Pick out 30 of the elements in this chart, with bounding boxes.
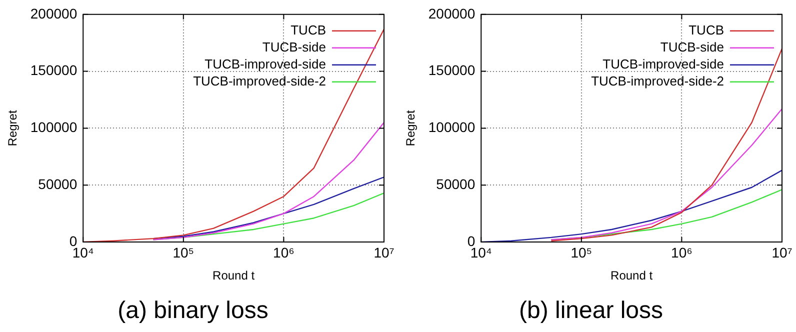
x-tick-label: 10⁶: [671, 244, 692, 260]
y-tick-label: 100000: [428, 119, 476, 136]
legend-label: TUCB-side: [262, 39, 326, 54]
y-tick-label: 50000: [38, 176, 78, 192]
legend-label: TUCB-improved-side: [602, 56, 724, 72]
y-tick-label: 200000: [30, 5, 78, 22]
y-tick-label: 0: [467, 232, 476, 249]
y-tick-label: 150000: [30, 62, 78, 78]
x-tick-label: 10⁶: [273, 244, 294, 260]
x-axis-title: Round t: [610, 268, 654, 282]
y-axis-title: Regret: [6, 110, 20, 146]
x-tick-label: 10⁷: [772, 244, 792, 260]
x-tick-label: 10⁵: [570, 244, 592, 260]
y-tick-label: 150000: [428, 62, 476, 78]
y-tick-label: 0: [69, 232, 78, 249]
x-tick-label: 10⁷: [374, 244, 394, 260]
text: (a) binary loss: [118, 297, 268, 324]
legend-label: TUCB-improved-side-2: [193, 73, 326, 88]
y-tick-label: 100000: [30, 119, 78, 136]
legend-label: TUCB-side: [660, 39, 724, 54]
text: (b) linear loss: [518, 297, 664, 324]
x-tick-label: 10⁵: [172, 244, 194, 260]
legend-label: TUCB-improved-side: [204, 56, 326, 72]
y-axis-title: Regret: [404, 110, 418, 146]
legend-label: TUCB: [290, 22, 326, 38]
legend-label: TUCB-improved-side-2: [591, 73, 724, 88]
y-tick-label: 50000: [436, 176, 476, 192]
y-tick-label: 200000: [428, 5, 476, 22]
legend-label: TUCB: [688, 22, 724, 38]
x-axis-title: Round t: [212, 268, 256, 282]
